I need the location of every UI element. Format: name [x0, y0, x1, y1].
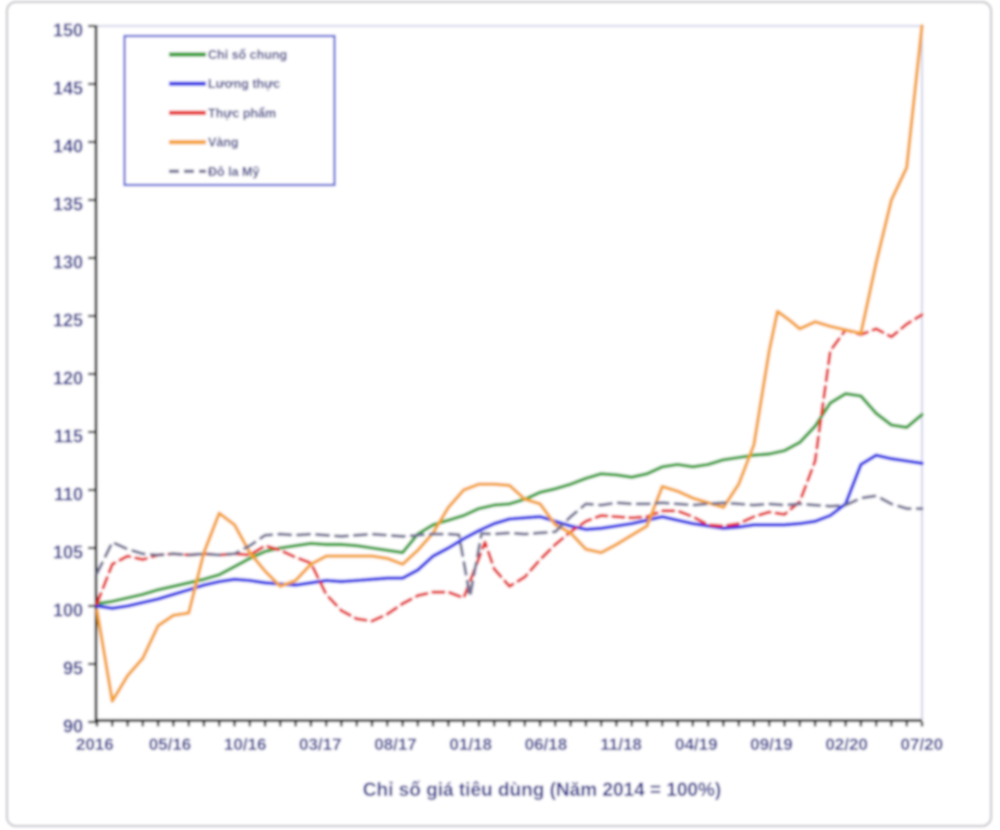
svg-text:03/17: 03/17: [299, 735, 342, 754]
svg-text:140: 140: [53, 137, 83, 157]
svg-text:09/19: 09/19: [750, 735, 793, 754]
svg-text:100: 100: [53, 601, 83, 621]
svg-text:2016: 2016: [76, 735, 114, 754]
svg-text:Chỉ số giá tiêu dùng (Năm 2014: Chỉ số giá tiêu dùng (Năm 2014 = 100%): [363, 780, 721, 801]
svg-text:95: 95: [63, 659, 83, 679]
svg-text:105: 105: [53, 543, 83, 563]
svg-text:Đô la Mỹ: Đô la Mỹ: [208, 165, 259, 179]
svg-text:Thực phẩm: Thực phẩm: [208, 106, 276, 120]
svg-text:11/18: 11/18: [600, 735, 642, 754]
svg-text:10/16: 10/16: [224, 735, 267, 754]
svg-text:07/20: 07/20: [901, 735, 944, 754]
svg-text:90: 90: [63, 717, 83, 737]
svg-text:Lương thực: Lương thực: [208, 77, 280, 91]
svg-text:150: 150: [53, 21, 83, 41]
svg-text:06/18: 06/18: [525, 735, 568, 754]
svg-text:04/19: 04/19: [675, 735, 718, 754]
svg-text:130: 130: [53, 253, 83, 273]
svg-text:05/16: 05/16: [149, 735, 192, 754]
svg-text:135: 135: [53, 195, 83, 215]
svg-text:110: 110: [54, 485, 83, 505]
svg-text:120: 120: [53, 369, 83, 389]
svg-text:01/18: 01/18: [449, 735, 492, 754]
svg-text:Vàng: Vàng: [208, 136, 239, 150]
svg-text:125: 125: [53, 311, 83, 331]
svg-text:Chỉ số chung: Chỉ số chung: [208, 48, 287, 62]
svg-text:08/17: 08/17: [374, 735, 417, 754]
svg-text:02/20: 02/20: [825, 735, 868, 754]
svg-text:115: 115: [54, 427, 83, 447]
svg-text:145: 145: [53, 79, 83, 99]
